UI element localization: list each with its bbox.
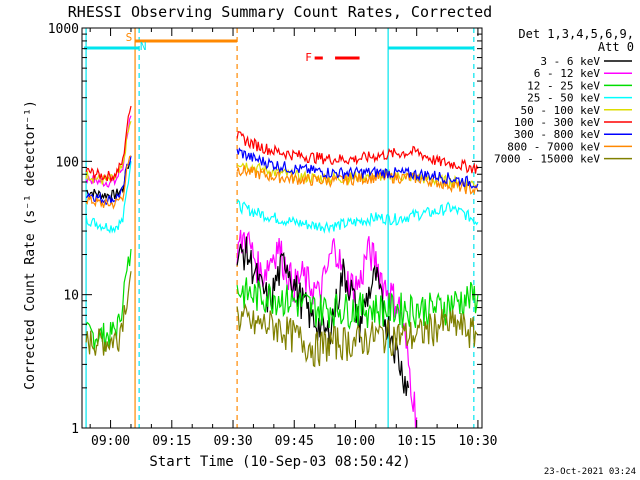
plot-frame (81, 27, 483, 429)
y-axis: 1 10 100 1000 (48, 22, 482, 437)
y-tick-label-2: 100 (56, 155, 79, 170)
legend-entry-5: 100 - 300 keV (514, 116, 600, 129)
series-late-3 (236, 147, 479, 189)
chart-title: RHESSI Observing Summary Count Rates, Co… (68, 3, 492, 21)
series-late-7 (236, 277, 479, 330)
series-early-6 (85, 155, 132, 206)
legend-entry-7: 800 - 7000 keV (507, 140, 600, 153)
legend-entry-2: 12 - 25 keV (527, 79, 600, 92)
series-early-8 (85, 271, 132, 356)
series-late-5 (236, 229, 418, 428)
y-tick-label-3: 1000 (48, 22, 79, 37)
x-tick-label-6: 10:30 (458, 434, 497, 449)
y-tick-label-1: 10 (63, 289, 79, 304)
y-axis-label: Corrected Count Rate (s⁻¹ detector⁻¹) (23, 100, 38, 390)
legend-entry-1: 6 - 12 keV (534, 67, 601, 80)
x-axis: 09:00 09:15 09:30 09:45 10:00 10:15 10:30 (89, 28, 497, 449)
x-tick-label-1: 09:15 (152, 434, 191, 449)
series-early-5 (85, 105, 132, 184)
legend-header-attenuator: Att 0 (598, 40, 634, 54)
series-early-1 (85, 115, 132, 188)
series-late-2 (236, 165, 479, 196)
marker-label-n: N (140, 40, 147, 53)
legend-entry-6: 300 - 800 keV (514, 128, 600, 141)
series-early-2 (85, 248, 132, 352)
series-early-7 (85, 155, 132, 210)
series-late-4 (236, 130, 479, 174)
marker-lines: SN F (84, 28, 475, 428)
y-tick-label-0: 1 (71, 422, 79, 437)
x-tick-label-2: 09:30 (213, 434, 252, 449)
x-axis-label: Start Time (10-Sep-03 08:50:42) (149, 454, 410, 470)
x-tick-label-5: 10:15 (397, 434, 436, 449)
series-early-3 (85, 161, 132, 234)
legend-header-detectors: Det 1,3,4,5,6,9, (518, 27, 634, 41)
x-tick-label-3: 09:45 (275, 434, 314, 449)
legend-entry-4: 50 - 100 keV (521, 104, 601, 117)
series-early-0 (85, 160, 132, 202)
legend-entry-0: 3 - 6 keV (540, 55, 600, 68)
marker-label-s: S (126, 31, 133, 44)
footer-timestamp: 23-Oct-2021 03:24 (544, 467, 636, 477)
series-layer (85, 105, 479, 428)
legend-entry-8: 7000 - 15000 keV (494, 153, 600, 166)
series-late-0 (236, 199, 479, 234)
legend-entry-3: 25 - 50 keV (527, 92, 600, 105)
x-tick-label-0: 09:00 (91, 434, 130, 449)
series-late-8 (236, 303, 479, 368)
marker-label-f: F (305, 51, 312, 64)
x-tick-label-4: 10:00 (336, 434, 375, 449)
